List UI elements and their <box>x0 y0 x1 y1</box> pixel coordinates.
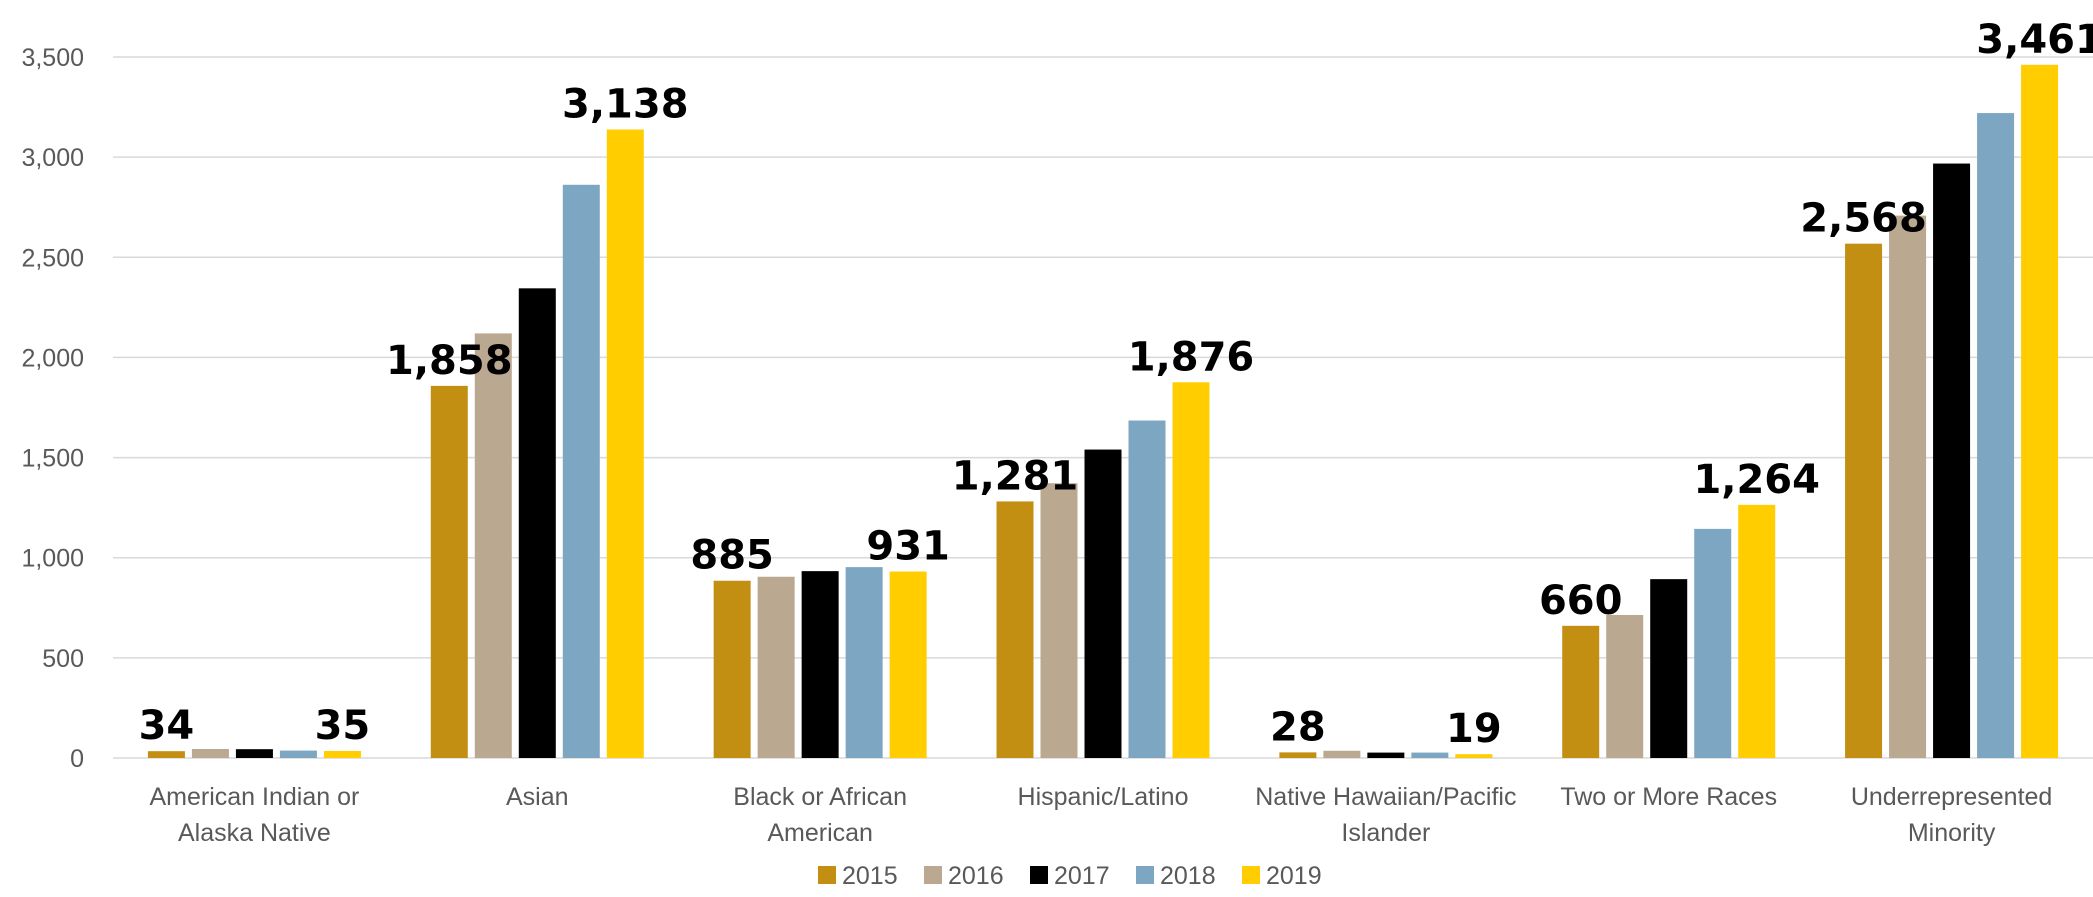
bar <box>1323 750 1361 758</box>
data-label: 28 <box>1270 704 1326 750</box>
bar <box>1411 752 1449 758</box>
bar <box>889 571 927 758</box>
legend-label: 2016 <box>948 862 1004 890</box>
data-label: 1,281 <box>952 453 1079 499</box>
bars <box>147 64 2059 759</box>
bar <box>757 576 795 758</box>
category-label: Islander <box>1341 819 1430 847</box>
bar <box>845 567 883 758</box>
data-label: 19 <box>1446 706 1502 752</box>
category-label: Two or More Races <box>1560 783 1777 811</box>
bar <box>2021 64 2059 758</box>
category-labels: American Indian or Alaska Native Asian Blac… <box>150 783 2053 847</box>
data-label: 885 <box>690 533 774 579</box>
y-tick-label: 500 <box>42 645 84 673</box>
category-label: Hispanic/Latino <box>1018 783 1189 811</box>
category-label: Minority <box>1908 819 1996 847</box>
data-label: 34 <box>139 703 195 749</box>
bar <box>1650 579 1688 758</box>
bar <box>1455 754 1493 758</box>
legend-label: 2015 <box>842 862 898 890</box>
legend-swatch <box>1030 866 1048 884</box>
legend-swatch <box>1242 866 1260 884</box>
data-label: 660 <box>1539 578 1623 624</box>
bar <box>323 750 361 758</box>
bar <box>1845 243 1883 759</box>
bar <box>1172 382 1210 758</box>
bar <box>1040 483 1078 758</box>
data-label: 35 <box>315 703 371 749</box>
bar <box>1084 449 1122 758</box>
bar <box>1279 752 1317 758</box>
bar <box>1977 113 2015 758</box>
y-tick-label: 3,500 <box>21 44 84 72</box>
bar <box>1694 528 1732 758</box>
bar <box>1367 752 1405 758</box>
y-tick-label: 2,000 <box>21 344 84 372</box>
data-label: 2,568 <box>1800 196 1927 242</box>
data-label: 931 <box>866 524 950 570</box>
bar <box>606 129 644 759</box>
y-tick-label: 0 <box>70 745 84 773</box>
y-tick-label: 1,500 <box>21 445 84 473</box>
category-label: Black or African <box>733 783 907 811</box>
bar <box>1933 163 1971 758</box>
legend-label: 2018 <box>1160 862 1216 890</box>
bar <box>1606 614 1644 758</box>
category-label: Underrepresented <box>1851 783 2053 811</box>
bar <box>1562 625 1600 758</box>
bar <box>191 748 229 758</box>
y-tick-label: 3,000 <box>21 144 84 172</box>
bar <box>713 580 751 758</box>
bar <box>801 571 839 758</box>
bar <box>1128 420 1166 758</box>
bar <box>518 288 556 758</box>
y-tick-label: 1,000 <box>21 545 84 573</box>
category-label: American <box>767 819 873 847</box>
category-label: Asian <box>506 783 569 811</box>
category-label: Alaska Native <box>178 819 331 847</box>
bar <box>279 750 317 758</box>
legend: 2015 2016 2017 2018 2019 <box>818 862 1322 890</box>
bar <box>147 751 185 758</box>
legend-swatch <box>1136 866 1154 884</box>
category-label: Native Hawaiian/Pacific <box>1255 783 1516 811</box>
legend-swatch <box>924 866 942 884</box>
data-label: 1,858 <box>386 338 513 384</box>
bar <box>1738 504 1776 758</box>
legend-swatch <box>818 866 836 884</box>
bar <box>430 385 468 758</box>
category-label: American Indian or <box>150 783 360 811</box>
y-tick-label: 2,500 <box>21 244 84 272</box>
legend-label: 2019 <box>1266 862 1322 890</box>
data-label: 3,138 <box>562 82 689 128</box>
y-axis-tick-labels: 0 500 1,000 1,500 2,000 2,500 3,000 3,500 <box>21 44 84 773</box>
bar <box>474 333 512 758</box>
legend-label: 2017 <box>1054 862 1110 890</box>
bar <box>562 184 600 758</box>
bar <box>1889 215 1927 758</box>
bar <box>235 749 273 758</box>
data-label: 1,264 <box>1693 457 1820 503</box>
bar <box>996 501 1034 758</box>
data-label: 1,876 <box>1128 334 1255 380</box>
data-label: 3,461 <box>1976 17 2093 63</box>
